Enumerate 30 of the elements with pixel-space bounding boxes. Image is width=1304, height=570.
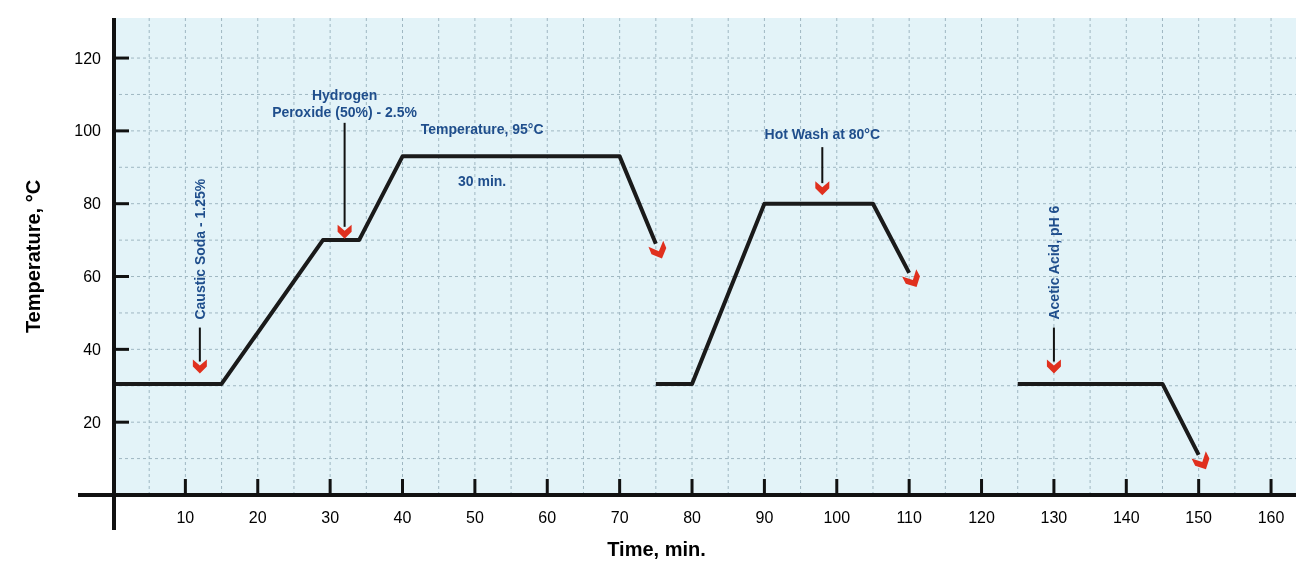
x-tick-label: 20: [248, 509, 267, 526]
x-tick-label: 80: [683, 509, 702, 526]
x-tick-label: 40: [393, 509, 412, 526]
annotation: Hydrogen Peroxide (50%) - 2.5%: [272, 86, 418, 120]
x-tick-label: 10: [176, 509, 195, 526]
x-tick-label: 110: [896, 509, 923, 526]
y-tick-label: 20: [83, 413, 102, 431]
x-tick-label: 150: [1185, 509, 1213, 526]
x-tick-label: 100: [823, 509, 851, 526]
x-tick-label: 120: [968, 509, 995, 526]
y-tick-label: 60: [83, 268, 102, 286]
annotation: Caustic Soda - 1.25%: [191, 178, 208, 320]
y-tick-label: 120: [74, 49, 102, 67]
x-tick-label: 160: [1257, 509, 1285, 526]
x-axis-title: Time, min.: [607, 538, 706, 560]
annotation: Hot Wash at 80°C: [764, 126, 881, 143]
x-tick-label: 130: [1040, 509, 1068, 526]
x-tick-label: 30: [321, 509, 340, 526]
x-tick-label: 60: [538, 509, 557, 526]
annotation: Acetic Acid, pH 6: [1045, 205, 1062, 320]
x-tick-label: 90: [755, 509, 774, 526]
y-tick-label: 40: [83, 340, 102, 358]
x-tick-label: 70: [610, 509, 629, 526]
y-axis-title: Temperature, °C: [22, 179, 44, 334]
x-tick-label: 140: [1112, 509, 1140, 526]
y-tick-label: 100: [74, 122, 102, 140]
x-tick-label: 50: [465, 509, 484, 526]
y-tick-label: 80: [83, 195, 102, 213]
annotation: 30 min.: [458, 173, 507, 190]
annotation: Temperature, 95°C: [420, 121, 544, 138]
